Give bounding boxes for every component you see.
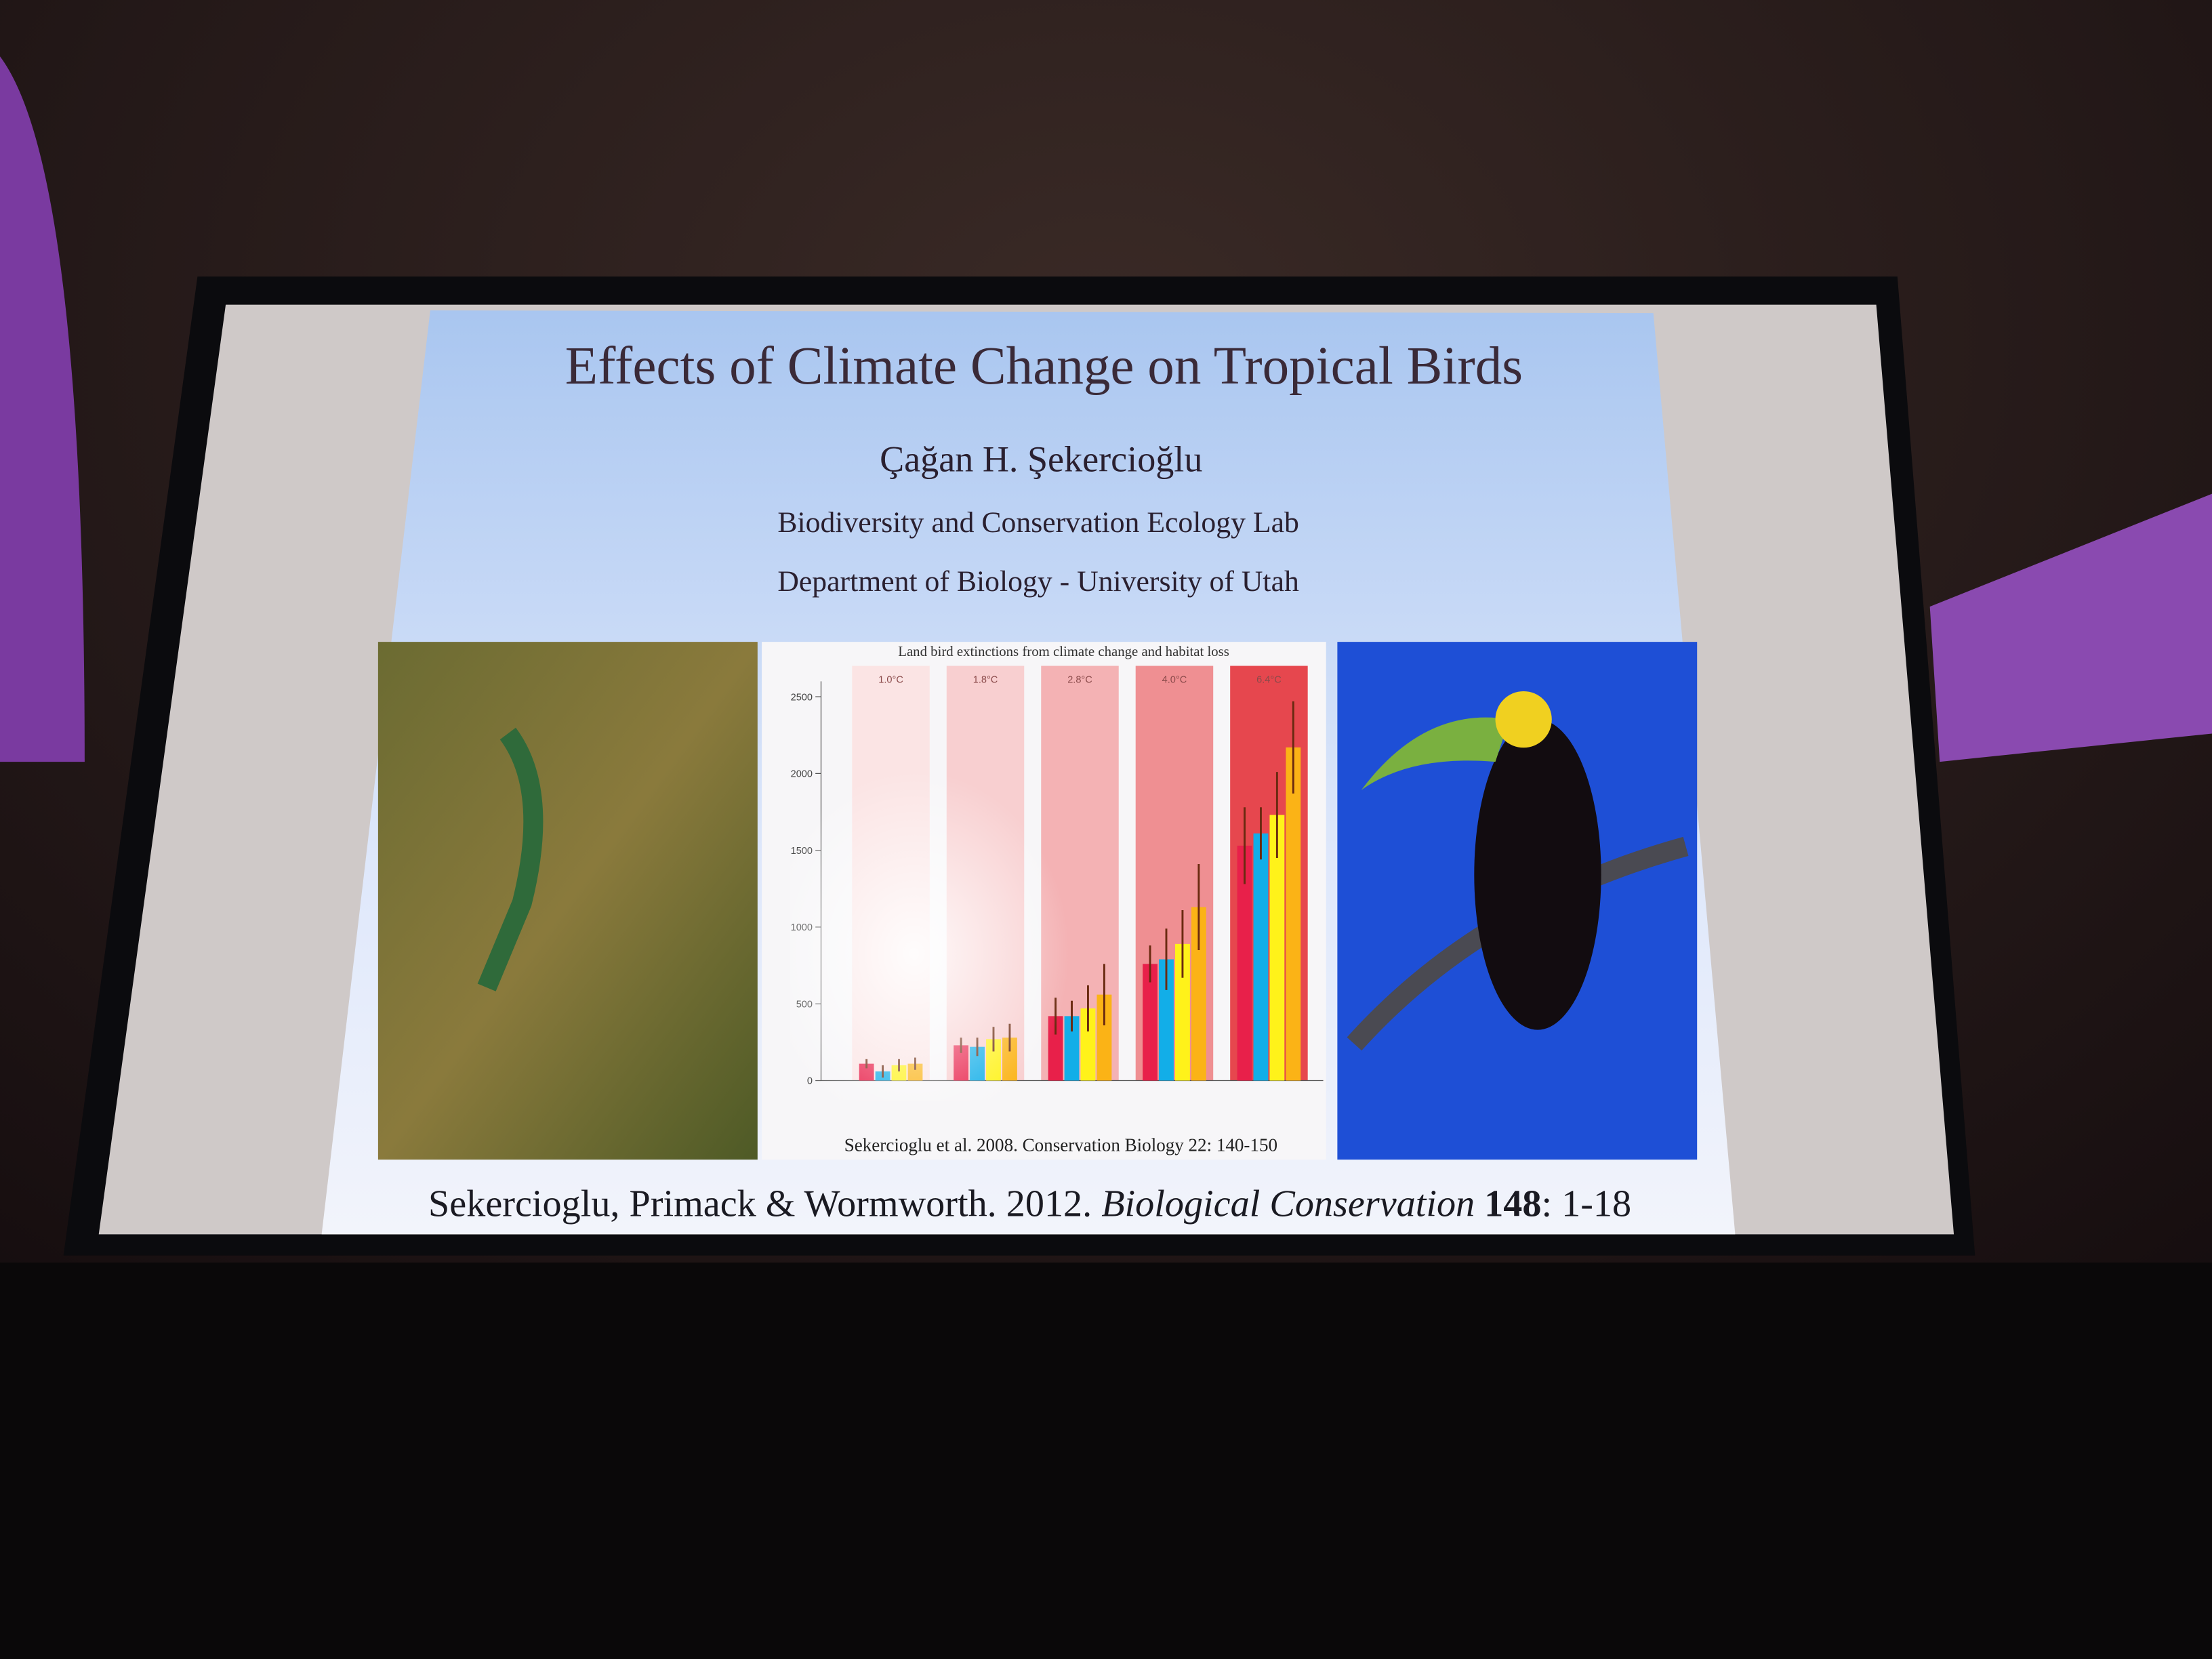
y-tick-label: 2500 [791,692,813,703]
bar [1253,833,1269,1081]
toucan-beak [1361,717,1510,790]
bar [1191,907,1206,1081]
toucan [1474,719,1601,1030]
citation-journal: Biological Conservation [1101,1183,1475,1225]
toucan-face [1495,691,1552,748]
bar [1143,964,1158,1081]
citation-volume: 148 [1484,1183,1541,1225]
citation-authors: Sekercioglu, Primack & Wormworth. 2012. [428,1183,1092,1225]
projector-glare [790,733,1101,1101]
chart-title: Land bird extinctions from climate chang… [898,643,1229,659]
bar [1269,815,1285,1081]
author: Çağan H. Şekercioğlu [880,438,1202,479]
quetzal-photo [377,642,758,1160]
purple-light [1929,493,2212,762]
lab: Biodiversity and Conservation Ecology La… [777,506,1299,539]
chart-source: Sekercioglu et al. 2008. Conservation Bi… [844,1135,1277,1155]
department: Department of Biology - University of Ut… [777,565,1299,598]
panel-label: 2.8°C [1067,675,1092,686]
citation: Sekercioglu, Primack & Wormworth. 2012. … [428,1183,1631,1225]
bar [1237,845,1252,1081]
bird-silhouette [477,727,544,991]
panel-label: 1.8°C [973,675,998,686]
bar [1097,994,1112,1081]
bar [1175,943,1190,1081]
panel-label: 1.0°C [878,675,903,686]
stage [0,1263,2212,1659]
bar [1286,747,1301,1081]
purple-light [0,56,85,762]
bar [1159,959,1174,1081]
panel-label: 4.0°C [1162,675,1187,686]
citation-pages: : 1-18 [1541,1183,1631,1225]
panel-label: 6.4°C [1256,675,1282,686]
slide-title: Effects of Climate Change on Tropical Bi… [565,337,1523,396]
